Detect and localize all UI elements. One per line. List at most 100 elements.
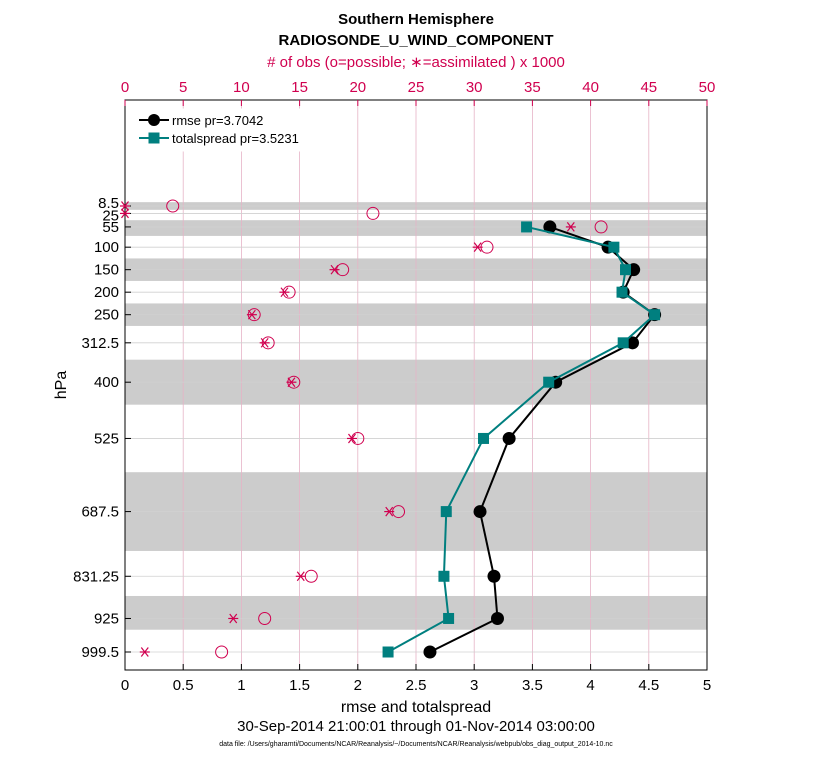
obs-assimilated-marker (279, 287, 290, 298)
asterisk-stroke (140, 647, 149, 657)
x-tick-label: 1 (237, 677, 245, 694)
data-file-note: data file: /Users/gharamti/Documents/NCA… (219, 741, 613, 748)
asterisk-stroke (348, 433, 356, 444)
y-tick-label: 400 (94, 374, 119, 391)
top-tick-label: 35 (524, 79, 541, 96)
obs-assimilated-marker (295, 571, 306, 582)
rmse-point (626, 336, 640, 350)
totalspread-point (438, 570, 450, 582)
obs-possible-marker (366, 206, 380, 220)
x-tick-label: 5 (703, 677, 711, 694)
obs-possible-marker (215, 645, 229, 659)
rmse-point (487, 569, 501, 583)
totalspread-point (649, 309, 661, 321)
x-tick-label: 3.5 (522, 677, 543, 694)
asterisk-stroke (247, 309, 256, 320)
y-axis-label: hPa (53, 371, 70, 400)
legend-spread-label: totalspread pr=3.5231 (172, 131, 299, 146)
legend: rmse pr=3.7042 totalspread pr=3.5231 (132, 108, 324, 152)
x-tick-label: 2.5 (406, 677, 427, 694)
asterisk-stroke (473, 242, 482, 253)
obs-assimilated-marker (346, 433, 357, 444)
rmse-point (490, 611, 504, 625)
obs-assimilated-marker (565, 222, 576, 232)
totalspread-line (387, 225, 657, 653)
obs-possible-marker (258, 611, 272, 625)
x-tick-label: 3 (470, 677, 478, 694)
obs-assimilated-marker (259, 337, 270, 348)
totalspread-point (608, 241, 620, 253)
asterisk-stroke (385, 506, 394, 517)
top-tick-label: 5 (179, 79, 187, 96)
y-tick-label: 687.5 (81, 504, 119, 521)
totalspread-point (521, 221, 533, 233)
top-tick-label: 40 (582, 79, 599, 96)
top-tick-label: 15 (291, 79, 308, 96)
rmse-point (473, 505, 487, 519)
obs-assimilated-marker (246, 309, 257, 320)
y-tick-label: 25 (102, 207, 119, 224)
x-tick-label: 1.5 (289, 677, 310, 694)
asterisk-stroke (330, 264, 339, 275)
top-tick-label: 0 (121, 79, 129, 96)
top-tick-label: 45 (640, 79, 657, 96)
asterisk-stroke (296, 571, 305, 582)
obs-assimilated-marker (329, 264, 340, 275)
top-tick-label: 25 (408, 79, 425, 96)
y-tick-label: 250 (94, 307, 119, 324)
asterisk-stroke (280, 287, 289, 298)
totalspread-point (543, 376, 555, 388)
asterisk-stroke (121, 208, 129, 219)
chart-subtitle: RADIOSONDE_U_WIND_COMPONENT (278, 32, 553, 49)
asterisk-stroke (566, 222, 575, 232)
rmse-point (543, 220, 557, 234)
asterisk-stroke (287, 377, 296, 388)
legend-rmse-marker (148, 114, 160, 126)
y-tick-label: 55 (102, 219, 119, 236)
legend-box (132, 108, 324, 152)
obs-assimilated-marker (472, 242, 483, 253)
obs-assimilated-marker (120, 201, 130, 211)
y-tick-label: 200 (94, 284, 119, 301)
x-tick-label: 4 (586, 677, 594, 694)
top-tick-label: 30 (466, 79, 483, 96)
legend-spread-marker (148, 132, 160, 144)
rmse-point (423, 645, 437, 659)
y-tick-label: 150 (94, 262, 119, 279)
top-tick-label: 50 (699, 79, 716, 96)
x-axis-label: rmse and totalspread (341, 699, 491, 716)
top-tick-label: 20 (349, 79, 366, 96)
totalspread-point (382, 646, 394, 658)
obs-assimilated-marker (228, 613, 239, 624)
totalspread-point (440, 506, 452, 518)
obs-assimilated-marker (120, 208, 130, 219)
observation-counts (120, 199, 608, 659)
totalspread-point (617, 337, 629, 349)
legend-rmse-label: rmse pr=3.7042 (172, 113, 263, 128)
x-tick-label: 0.5 (173, 677, 194, 694)
chart-title: Southern Hemisphere (338, 11, 494, 28)
y-tick-label: 312.5 (81, 335, 119, 352)
top-tick-label: 10 (233, 79, 250, 96)
x-tick-label: 0 (121, 677, 129, 694)
x-tick-label: 4.5 (638, 677, 659, 694)
rmse-point (502, 431, 516, 445)
date-range: 30-Sep-2014 21:00:01 through 01-Nov-2014… (237, 718, 595, 735)
obs-assimilated-marker (384, 506, 395, 517)
asterisk-stroke (229, 613, 238, 624)
y-tick-label: 525 (94, 430, 119, 447)
asterisk-stroke (121, 201, 129, 211)
obs-possible-marker (166, 199, 180, 213)
totalspread-point (616, 286, 628, 298)
x-tick-label: 2 (354, 677, 362, 694)
obs-assimilated-marker (139, 647, 150, 657)
totalspread-point (620, 264, 632, 276)
axis-ticks: 0 0.5 1 1.5 2 2.5 3 3.5 4 4.5 50 5 10 15 20 25 30 35 40 45 5… (73, 79, 715, 694)
top-axis-label: # of obs (o=possible; ∗=assimilated ) x … (267, 54, 565, 71)
obs-possible-marker (594, 220, 608, 234)
y-tick-label: 100 (94, 239, 119, 256)
y-tick-label: 925 (94, 610, 119, 627)
totalspread-point (443, 612, 455, 624)
series-lines (382, 220, 662, 659)
